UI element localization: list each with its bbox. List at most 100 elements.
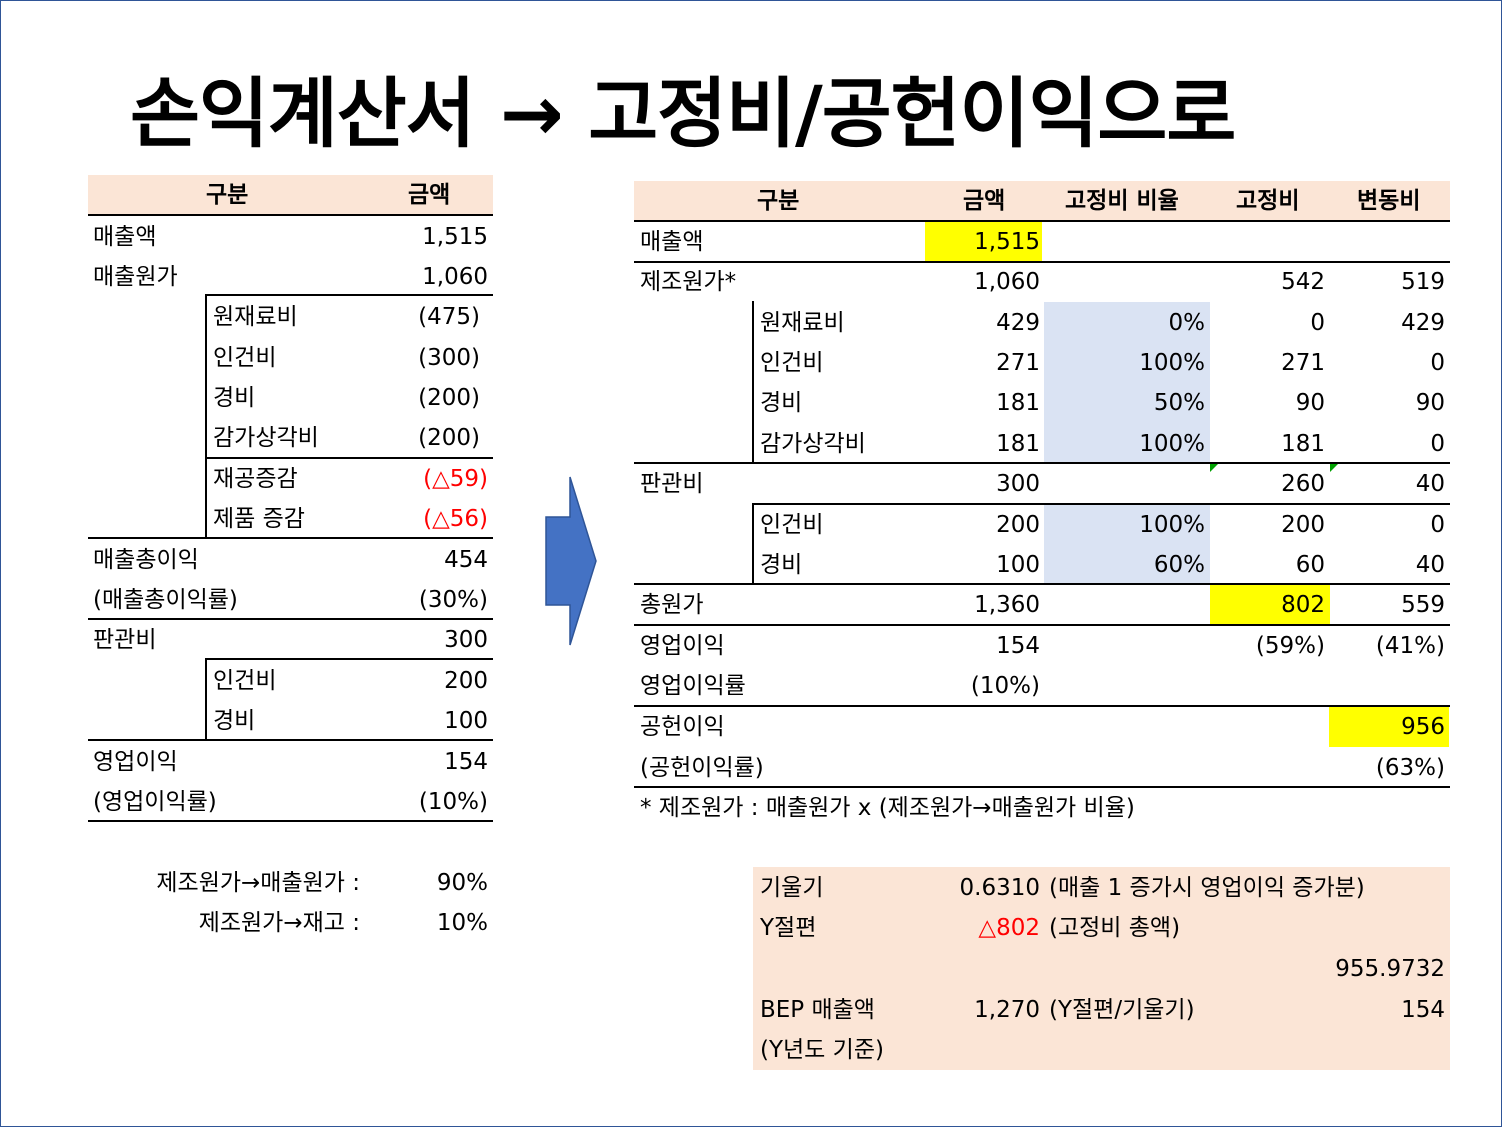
left-row-label: 매출총이익 (93, 547, 199, 573)
left-row-value: 1,515 (422, 224, 488, 250)
right-row-amount: (10%) (970, 673, 1040, 699)
right-header-label: 구분 (757, 188, 800, 214)
left-row-label: (영업이익률) (93, 789, 217, 815)
left-row-value: (10%) (418, 789, 488, 815)
divider (88, 537, 493, 539)
right-row-amount: 271 (996, 350, 1040, 376)
divider (88, 618, 493, 620)
right-row-fixed: 200 (1281, 512, 1325, 538)
left-row-label: 원재료비 (213, 304, 298, 330)
bep-value: 1,270 (974, 997, 1040, 1023)
right-row-amount: 300 (996, 471, 1040, 497)
highlight-cell (1210, 585, 1330, 624)
left-row-label: 경비 (213, 708, 256, 734)
divider (752, 301, 754, 463)
right-row-variable: 559 (1401, 592, 1445, 618)
divider (752, 503, 1450, 505)
divider (205, 294, 493, 296)
left-row-value: 100 (444, 708, 488, 734)
right-header-bg (634, 181, 1450, 220)
right-header-variable: 변동비 (1357, 188, 1421, 214)
right-row-label: 경비 (760, 552, 803, 578)
left-row-label: 영업이익 (93, 749, 178, 775)
right-row-amount: 429 (996, 310, 1040, 336)
right-arrow-icon (545, 476, 597, 646)
divider (205, 294, 207, 539)
right-row-fixed: 60 (1295, 552, 1325, 578)
right-row-amount: 100 (996, 552, 1040, 578)
right-row-ratio: 100% (1139, 431, 1205, 457)
left-row-label: 경비 (213, 385, 256, 411)
right-row-variable: 956 (1401, 714, 1445, 740)
divider (634, 705, 1450, 707)
right-row-label: 영업이익 (640, 633, 725, 659)
comment-marker-icon (1210, 464, 1218, 472)
right-row-fixed: 542 (1281, 269, 1325, 295)
right-row-ratio: 50% (1153, 390, 1205, 416)
divider (634, 583, 1450, 585)
intercept-note: (고정비 총액) (1049, 915, 1181, 941)
left-header-label: 구분 (206, 182, 249, 208)
intercept-label: Y절편 (760, 915, 817, 941)
extra-value: 955.9732 (1335, 956, 1445, 982)
right-row-amount: 1,060 (974, 269, 1040, 295)
right-row-variable: 40 (1415, 552, 1445, 578)
slope-note: (매출 1 증가시 영업이익 증가분) (1049, 875, 1365, 901)
left-row-value: (△56) (423, 506, 488, 532)
right-row-label: 영업이익률 (640, 673, 746, 699)
left-row-value: (300) (418, 345, 480, 371)
left-row-value: 1,060 (422, 264, 488, 290)
right-row-label: 총원가 (640, 592, 704, 618)
left-row-label: 제품 증감 (213, 506, 305, 532)
left-row-value: 300 (444, 627, 488, 653)
ratio-cell-bg (1044, 302, 1210, 463)
divider (634, 220, 1450, 222)
slide-title: 손익계산서 → 고정비/공헌이익으로 (130, 69, 1236, 158)
right-row-label: 공헌이익 (640, 714, 725, 740)
right-row-ratio: 0% (1168, 310, 1206, 336)
divider (88, 214, 493, 216)
right-row-amount: 181 (996, 390, 1040, 416)
bep-label: BEP 매출액 (760, 997, 875, 1023)
divider (205, 457, 493, 459)
divider (634, 624, 1450, 626)
highlight-cell (1329, 706, 1449, 747)
left-row-label: 인건비 (213, 668, 277, 694)
left-row-label: 매출액 (93, 224, 157, 250)
left-row-label: 매출원가 (93, 264, 178, 290)
right-row-fixed: 0 (1310, 310, 1325, 336)
right-row-label: 인건비 (760, 350, 824, 376)
right-row-variable: 90 (1415, 390, 1445, 416)
right-row-amount: 181 (996, 431, 1040, 457)
right-row-label: 인건비 (760, 512, 824, 538)
right-row-ratio: 100% (1139, 350, 1205, 376)
right-row-label: 판관비 (640, 471, 704, 497)
ratio-cell-bg (1044, 505, 1210, 583)
right-header-ratio: 고정비 비율 (1065, 188, 1179, 214)
right-row-label: 원재료비 (760, 310, 845, 336)
right-row-fixed: 90 (1295, 390, 1325, 416)
ratio-value: 10% (436, 910, 488, 936)
left-row-value: (△59) (423, 466, 488, 492)
bep-extra: 154 (1401, 997, 1445, 1023)
right-row-fixed: 271 (1281, 350, 1325, 376)
right-row-amount: 200 (996, 512, 1040, 538)
right-row-variable: (41%) (1375, 633, 1445, 659)
right-row-fixed: 260 (1281, 471, 1325, 497)
right-header-amount: 금액 (963, 188, 1006, 214)
left-row-value: (200) (418, 425, 480, 451)
left-header-bg (88, 175, 493, 215)
right-row-label: 매출액 (640, 229, 704, 255)
right-row-ratio: 100% (1139, 512, 1205, 538)
intercept-value: △802 (978, 915, 1040, 941)
left-row-label: 판관비 (93, 627, 157, 653)
right-row-variable: 519 (1401, 269, 1445, 295)
left-row-value: 154 (444, 749, 488, 775)
ratio-value: 90% (436, 870, 488, 896)
divider (634, 261, 1450, 263)
left-row-value: (475) (418, 304, 480, 330)
right-row-fixed: (59%) (1255, 633, 1325, 659)
left-row-label: 재공증감 (213, 466, 298, 492)
right-row-label: 제조원가* (640, 269, 737, 295)
left-row-value: 200 (444, 668, 488, 694)
